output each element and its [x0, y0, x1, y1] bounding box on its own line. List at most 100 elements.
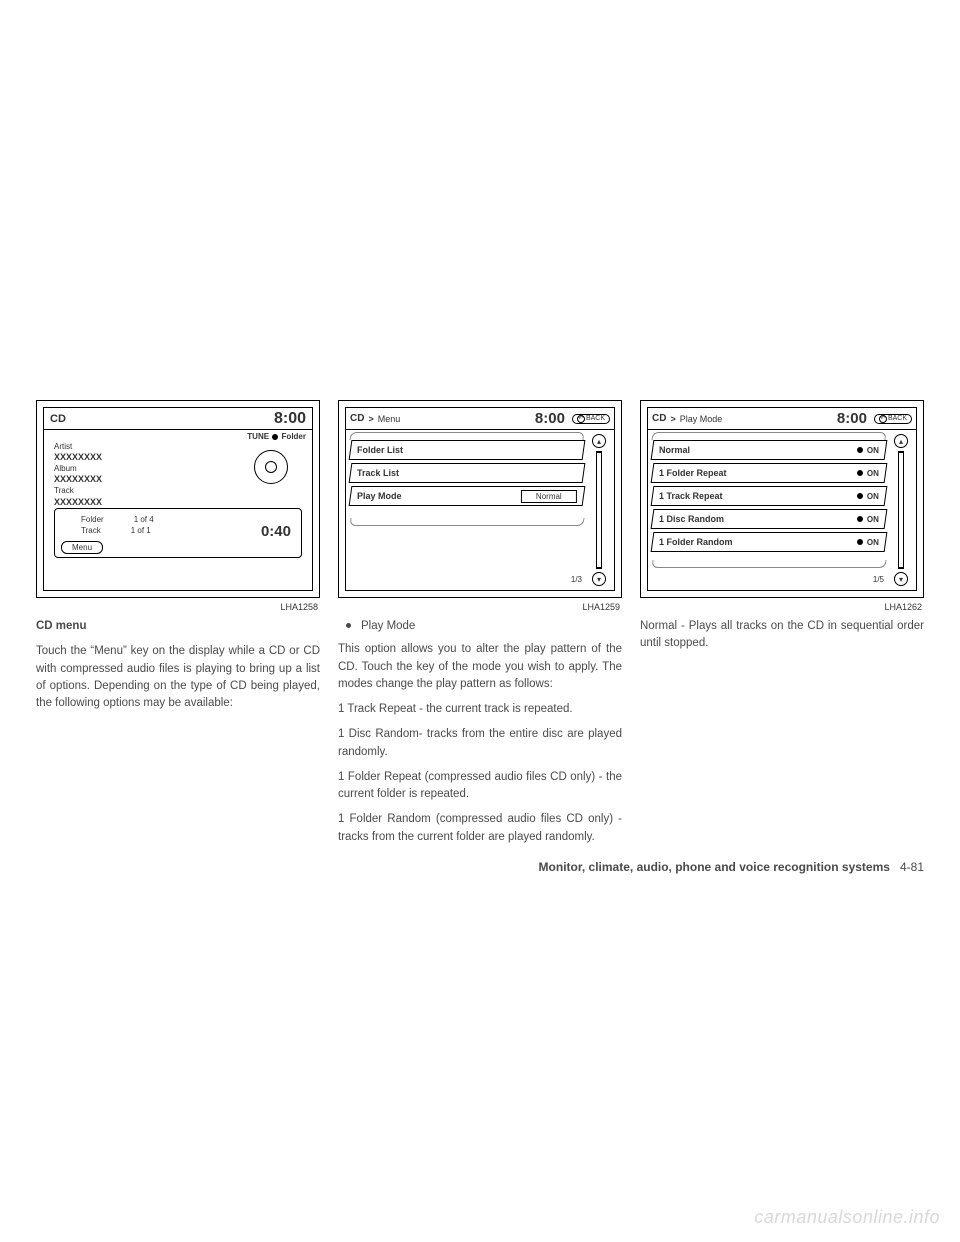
col2-para4: 1 Folder Repeat (compressed audio files … — [338, 769, 622, 804]
tune-suffix: Folder — [282, 432, 306, 441]
on-label: ON — [867, 492, 879, 501]
scroll-down-button[interactable]: ▾ — [592, 572, 606, 586]
disc-icon — [254, 450, 288, 484]
bullet-play-mode: Play Mode — [338, 618, 622, 635]
on-label: ON — [867, 538, 879, 547]
trackno-count: 1 of 1 — [131, 526, 151, 535]
scrollbar-thumb[interactable] — [898, 452, 904, 568]
artist-label: Artist — [54, 442, 102, 452]
menu-item-track-list[interactable]: Track List — [349, 463, 586, 483]
col3-para1: Normal - Plays all tracks on the CD in s… — [640, 618, 924, 653]
menu-button[interactable]: Menu — [61, 541, 103, 554]
scrollbar-track[interactable] — [596, 451, 602, 569]
mode-item-folder-random[interactable]: 1 Folder Random ON — [651, 532, 888, 552]
screen1-header: CD 8:00 — [44, 408, 312, 430]
screen-play-mode: CD > Play Mode 8:00 ↶ BACK NormalON 1 Fo… — [640, 400, 924, 598]
list-label: 1 Disc Random — [659, 514, 724, 524]
mode-item-normal[interactable]: NormalON — [651, 440, 888, 460]
back-arrow-icon: ↶ — [879, 415, 887, 423]
clock: 8:00 — [837, 410, 867, 427]
column-1: CD 8:00 TUNE Folder Artist XXXXXXXX Albu… — [36, 400, 320, 854]
scrollbar-thumb[interactable] — [596, 452, 602, 568]
screen3-inner: CD > Play Mode 8:00 ↶ BACK NormalON 1 Fo… — [647, 407, 917, 591]
scroll-side: ▴ ▾ — [588, 434, 610, 586]
list-label: Play Mode — [357, 491, 402, 501]
list-curve-top — [349, 432, 584, 440]
column-3: CD > Play Mode 8:00 ↶ BACK NormalON 1 Fo… — [640, 400, 924, 854]
mode-item-folder-repeat[interactable]: 1 Folder RepeatON — [651, 463, 888, 483]
breadcrumb-sep: > — [670, 414, 675, 424]
screen2-inner: CD > Menu 8:00 ↶ BACK Folder List Track … — [345, 407, 615, 591]
scrollbar-track[interactable] — [898, 451, 904, 569]
back-button[interactable]: ↶ BACK — [874, 414, 912, 424]
track-info: Artist XXXXXXXX Album XXXXXXXX Track XXX… — [54, 442, 102, 508]
tune-folder-label: TUNE Folder — [44, 430, 312, 441]
screen2-body: Folder List Track List Play Mode Normal ▴… — [350, 434, 610, 586]
list-label: 1 Folder Random — [659, 537, 733, 547]
watermark: carmanualsonline.info — [754, 1207, 940, 1228]
col2-body: Play Mode This option allows you to alte… — [338, 618, 622, 854]
radio-dot-icon — [857, 539, 863, 545]
figure-id-1: LHA1258 — [36, 602, 318, 612]
page-footer: Monitor, climate, audio, phone and voice… — [36, 860, 924, 874]
column-2: CD > Menu 8:00 ↶ BACK Folder List Track … — [338, 400, 622, 854]
list-label: 1 Track Repeat — [659, 491, 723, 501]
menu-item-folder-list[interactable]: Folder List — [349, 440, 586, 460]
on-label: ON — [867, 515, 879, 524]
col2-para3: 1 Disc Random- tracks from the entire di… — [338, 726, 622, 761]
back-button[interactable]: ↶ BACK — [572, 414, 610, 424]
play-mode-value: Normal — [521, 490, 577, 503]
track-label: Track — [54, 486, 102, 496]
elapsed-time: 0:40 — [261, 523, 291, 540]
back-label: BACK — [888, 415, 907, 422]
scroll-down-button[interactable]: ▾ — [894, 572, 908, 586]
back-label: BACK — [586, 415, 605, 422]
col1-para1: Touch the “Menu” key on the display whil… — [36, 643, 320, 712]
trackno-label: Track — [81, 526, 101, 535]
pager: 1/5 — [873, 575, 884, 584]
bullet-text: Play Mode — [361, 618, 415, 635]
list-label: Track List — [357, 468, 399, 478]
folder-label: Folder — [81, 515, 104, 524]
scroll-side: ▴ ▾ — [890, 434, 912, 586]
tune-dot-icon — [272, 434, 278, 440]
clock: 8:00 — [535, 410, 565, 427]
album-value: XXXXXXXX — [54, 474, 102, 486]
mode-item-disc-random[interactable]: 1 Disc Random ON — [651, 509, 888, 529]
page-columns: CD 8:00 TUNE Folder Artist XXXXXXXX Albu… — [36, 400, 924, 854]
radio-dot-icon — [857, 470, 863, 476]
screen2-list: Folder List Track List Play Mode Normal — [350, 440, 584, 509]
screen-cd-menu: CD > Menu 8:00 ↶ BACK Folder List Track … — [338, 400, 622, 598]
figure-id-2: LHA1259 — [338, 602, 620, 612]
screen3-list: NormalON 1 Folder RepeatON 1 Track Repea… — [652, 440, 886, 555]
artist-value: XXXXXXXX — [54, 452, 102, 464]
scroll-up-button[interactable]: ▴ — [894, 434, 908, 448]
col2-para2: 1 Track Repeat - the current track is re… — [338, 701, 622, 718]
breadcrumb: Menu — [378, 414, 401, 424]
list-curve-bottom — [349, 518, 584, 526]
track-value: XXXXXXXX — [54, 497, 102, 509]
bullet-icon — [346, 623, 351, 628]
radio-dot-icon — [857, 493, 863, 499]
list-curve-top — [651, 432, 886, 440]
footer-section: Monitor, climate, audio, phone and voice… — [539, 860, 890, 874]
album-label: Album — [54, 464, 102, 474]
folder-count: 1 of 4 — [134, 515, 154, 524]
menu-item-play-mode[interactable]: Play Mode Normal — [349, 486, 586, 506]
screen1-status-panel: Folder 1 of 4 Track 1 of 1 0:40 Menu — [54, 508, 302, 558]
source-label: CD — [652, 413, 666, 424]
col3-body: Normal - Plays all tracks on the CD in s… — [640, 618, 924, 661]
mode-item-track-repeat[interactable]: 1 Track Repeat ON — [651, 486, 888, 506]
screen1-inner: CD 8:00 TUNE Folder Artist XXXXXXXX Albu… — [43, 407, 313, 591]
figure-id-3: LHA1262 — [640, 602, 922, 612]
breadcrumb: Play Mode — [680, 414, 723, 424]
clock: 8:00 — [274, 410, 306, 428]
scroll-up-button[interactable]: ▴ — [592, 434, 606, 448]
back-arrow-icon: ↶ — [577, 415, 585, 423]
list-label: Folder List — [357, 445, 403, 455]
list-curve-bottom — [651, 560, 886, 568]
on-label: ON — [867, 469, 879, 478]
source-label: CD — [50, 413, 66, 425]
col2-para5: 1 Folder Random (compressed audio files … — [338, 811, 622, 846]
screen3-body: NormalON 1 Folder RepeatON 1 Track Repea… — [652, 434, 912, 586]
